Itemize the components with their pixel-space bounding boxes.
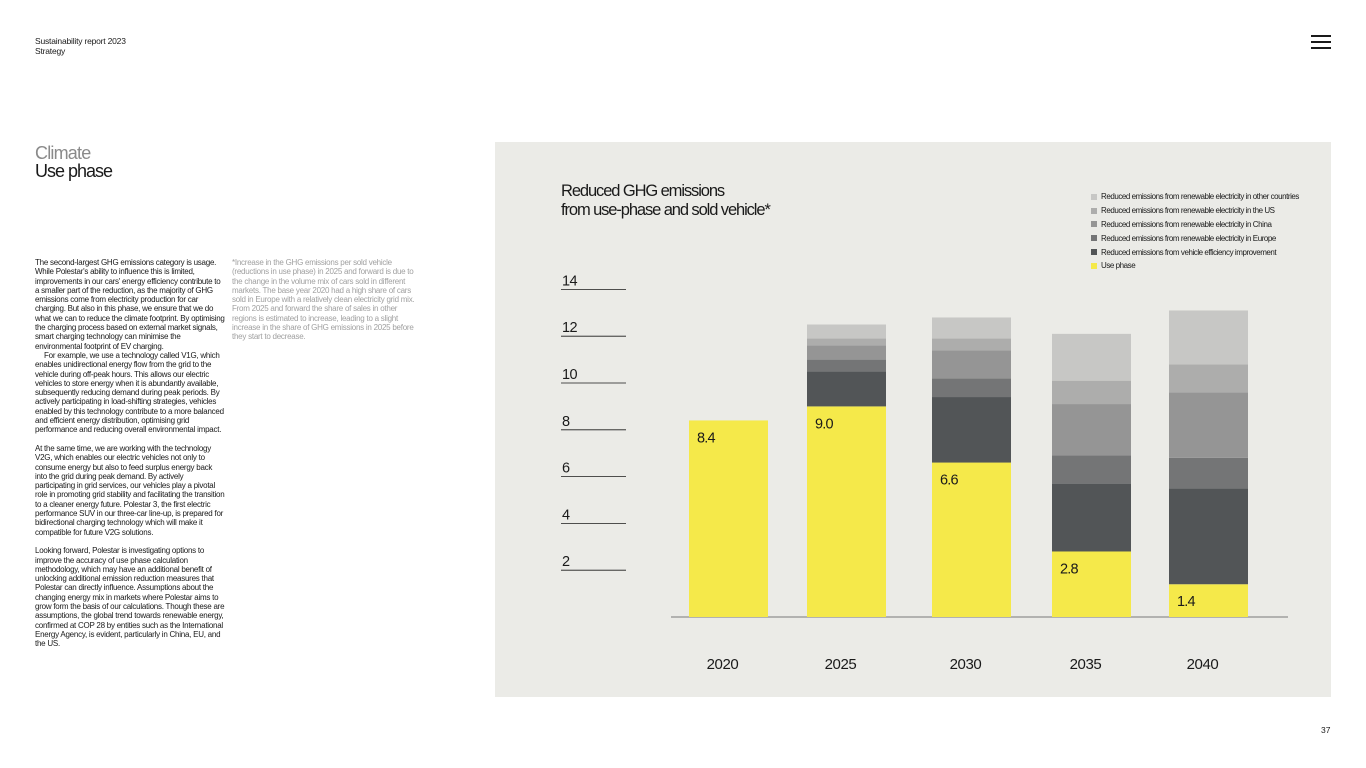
legend-label: Reduced emissions from renewable electri…: [1101, 219, 1272, 229]
legend-item: Reduced emissions from renewable electri…: [1091, 204, 1299, 218]
body-text: The second-largest GHG emissions categor…: [35, 258, 225, 658]
bar-segment: [932, 317, 1011, 339]
legend-item: Reduced emissions from renewable electri…: [1091, 218, 1299, 232]
report-title: Sustainability report 2023: [35, 36, 126, 46]
bar-segment: [807, 338, 886, 346]
x-tick-label: 2025: [825, 656, 857, 673]
bar-segment: [807, 345, 886, 360]
x-tick-label: 2020: [707, 656, 739, 673]
chart-title: Reduced GHG emissions from use-phase and…: [561, 182, 771, 220]
y-tick-label: 4: [562, 507, 570, 523]
legend-swatch: [1091, 207, 1097, 214]
bar-data-label: 8.4: [697, 430, 715, 446]
legend-label: Reduced emissions from renewable electri…: [1101, 206, 1275, 216]
bar-segment: [932, 350, 1011, 379]
body-paragraph: Looking forward, Polestar is investigati…: [35, 546, 225, 649]
bar-data-label: 2.8: [1060, 561, 1078, 577]
bar-segment: [1169, 310, 1248, 365]
legend-item: Use phase: [1091, 259, 1299, 273]
bar-segment: [932, 462, 1011, 617]
bar-data-label: 9.0: [815, 416, 833, 432]
legend-label: Use phase: [1101, 261, 1136, 271]
y-tick-label: 14: [562, 273, 577, 289]
bar-segment: [807, 371, 886, 407]
chart-panel: Reduced GHG emissions from use-phase and…: [495, 142, 1331, 697]
legend-swatch: [1091, 235, 1097, 242]
x-tick-label: 2040: [1187, 656, 1219, 673]
report-section: Strategy: [35, 46, 66, 56]
bar-segment: [932, 378, 1011, 398]
bar-segment: [1169, 457, 1248, 489]
bar-segment: [689, 420, 768, 617]
page-number: 37: [1321, 725, 1331, 735]
legend-swatch: [1091, 249, 1097, 256]
bar-segment: [1052, 380, 1131, 405]
chart-title-line: from use-phase and sold vehicle*: [561, 201, 771, 219]
legend-item: Reduced emissions from renewable electri…: [1091, 190, 1299, 204]
x-tick-label: 2030: [950, 656, 982, 673]
legend-item: Reduced emissions from renewable electri…: [1091, 231, 1299, 245]
hamburger-menu-icon[interactable]: [1311, 34, 1331, 50]
bar-segment: [1169, 392, 1248, 458]
bar-segment: [1052, 483, 1131, 552]
bar-segment: [932, 397, 1011, 463]
y-tick-label: 8: [562, 414, 570, 430]
chart-title-line: Reduced GHG emissions: [561, 182, 725, 200]
body-paragraph: At the same time, we are working with th…: [35, 443, 225, 537]
bar-segment: [1052, 551, 1131, 617]
legend-item: Reduced emissions from vehicle efficienc…: [1091, 245, 1299, 259]
bar-data-label: 6.6: [940, 473, 958, 489]
bar-segment: [1169, 364, 1248, 393]
chart-legend: Reduced emissions from renewable electri…: [1091, 190, 1299, 273]
x-tick-label: 2035: [1070, 656, 1102, 673]
legend-label: Reduced emissions from renewable electri…: [1101, 233, 1276, 243]
legend-swatch: [1091, 262, 1097, 269]
bar-segment: [807, 359, 886, 372]
footnote: *Increase in the GHG emissions per sold …: [232, 258, 417, 342]
y-tick-label: 12: [562, 320, 577, 336]
bar-segment: [1169, 584, 1248, 617]
section-category: Climate: [35, 143, 91, 163]
y-tick-label: 2: [562, 554, 570, 570]
report-header: Sustainability report 2023 Strategy: [35, 36, 126, 56]
bar-segment: [1052, 455, 1131, 484]
bar-segment: [807, 324, 886, 339]
legend-swatch: [1091, 193, 1097, 200]
y-tick-label: 10: [562, 367, 577, 383]
bar-segment: [932, 338, 1011, 351]
bar-data-label: 1.4: [1177, 594, 1195, 610]
stacked-bar-chart: 2 4 6 8 10 12 14 8.4 2020 9.0 2025 6.6 2030 2.8 2035 1.…: [561, 273, 1288, 673]
bar-segment: [1052, 333, 1131, 381]
legend-swatch: [1091, 221, 1097, 228]
legend-label: Reduced emissions from vehicle efficienc…: [1101, 247, 1277, 257]
section-title: Use phase: [35, 161, 113, 181]
bar-segment: [1169, 488, 1248, 585]
legend-label: Reduced emissions from renewable electri…: [1101, 192, 1299, 202]
body-paragraph: The second-largest GHG emissions categor…: [35, 258, 225, 351]
body-paragraph: For example, we use a technology called …: [35, 350, 224, 435]
y-tick-label: 6: [562, 461, 570, 477]
bar-segment: [807, 406, 886, 617]
footnote-text: *Increase in the GHG emissions per sold …: [232, 258, 415, 342]
bar-segment: [1052, 404, 1131, 456]
